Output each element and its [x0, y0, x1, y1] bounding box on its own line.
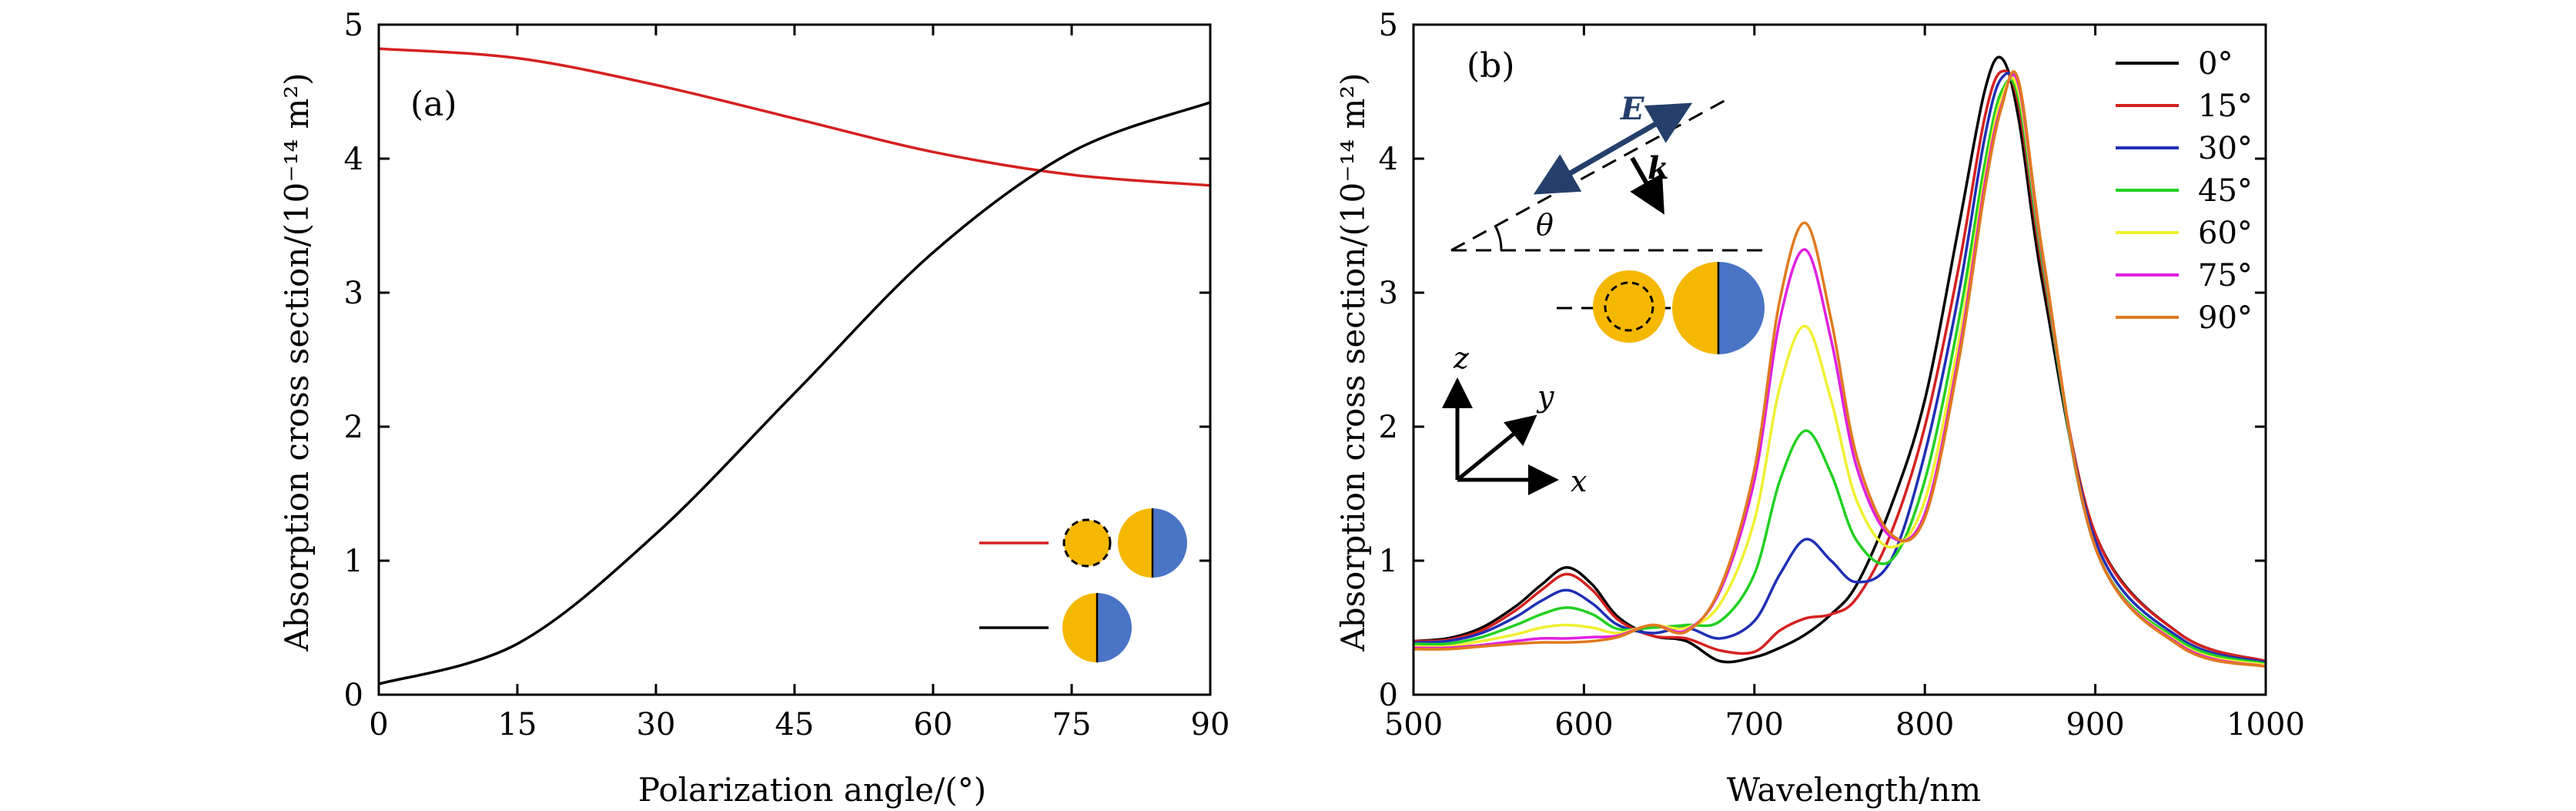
y-tick-label: 4: [344, 142, 363, 177]
panel-a-frame: [377, 23, 1212, 696]
panel-a-y-axis-label: Absorption cross section/(10⁻¹⁴ m²): [278, 72, 316, 652]
x-tick-label: 75: [1052, 707, 1092, 742]
panel-b-series: [1413, 55, 2267, 669]
x-tick-label: 90: [1191, 707, 1230, 742]
panel-b-inset: θ E k z y x: [1442, 91, 1765, 498]
e-field-arrow-icon: [1615, 102, 1693, 149]
series-line-a-0: [378, 47, 1211, 187]
x-tick-label: 500: [1384, 707, 1443, 742]
panel-a-label: (a): [410, 85, 457, 124]
y-tick-label: 0: [1379, 678, 1398, 713]
x-tick-label: 700: [1725, 707, 1784, 742]
x-tick-label: 0: [369, 707, 388, 742]
theta-label: θ: [1536, 208, 1554, 242]
panel-b-frame: [1412, 23, 2267, 696]
y-axis-arrow-icon: [1456, 414, 1537, 481]
k-vector-arrow-icon: [1630, 156, 1664, 215]
y-tick-label: 5: [1379, 8, 1398, 43]
janus-blue-half-icon: [1153, 508, 1187, 578]
y-tick-label: 3: [344, 276, 363, 311]
y-tick-label: 3: [1379, 276, 1398, 311]
legend-label: 45°: [2198, 173, 2253, 209]
small-particle-icon: [1593, 270, 1665, 343]
y-tick-label: 0: [344, 678, 363, 713]
y-tick-label: 5: [344, 8, 363, 43]
panel-b-legend: 0° 15° 30° 45° 60° 75° 90°: [2116, 46, 2253, 336]
panel-b-y-axis-label: Absorption cross section/(10⁻¹⁴ m²): [1334, 72, 1372, 652]
panel-a-series: [378, 47, 1211, 685]
y-tick-label: 2: [344, 410, 363, 445]
legend-label: 30°: [2198, 131, 2253, 166]
y-tick-label: 1: [1379, 544, 1398, 579]
x-tick-label: 1000: [2226, 707, 2305, 742]
z-axis-label: z: [1453, 341, 1470, 375]
panel-b-x-axis-label: Wavelength/nm: [1727, 771, 1981, 809]
janus-gold-half-icon: [1672, 262, 1718, 354]
legend-label: 90°: [2198, 300, 2253, 336]
series-line-a-1: [378, 101, 1211, 685]
small-particle-icon: [1062, 518, 1112, 568]
legend-label: 60°: [2198, 216, 2253, 251]
y-tick-label: 2: [1379, 410, 1398, 445]
panel-a-legend: [979, 508, 1187, 662]
legend-label: 75°: [2198, 258, 2253, 293]
janus-blue-half-icon: [1097, 593, 1132, 662]
y-tick-label: 1: [344, 544, 363, 579]
panel-a: (a) Polarization angle/(°) Absorption cr…: [278, 8, 1229, 809]
polarization-dashed-line: [1450, 97, 1729, 252]
legend-label: 0°: [2198, 46, 2233, 82]
janus-gold-half-icon: [1062, 593, 1097, 662]
x-tick-label: 45: [775, 707, 815, 742]
x-tick-label: 600: [1554, 707, 1613, 742]
x-axis-label: x: [1571, 464, 1587, 498]
x-tick-label: 60: [914, 707, 953, 742]
panel-a-x-axis-label: Polarization angle/(°): [638, 771, 986, 809]
series-line-b-6: [1413, 70, 2267, 669]
angle-arc-icon: [1494, 225, 1503, 251]
e-field-label: E: [1620, 91, 1644, 127]
panel-b-ticks: 500 600 700 800 900 1000 0 1 2 3 4 5: [1379, 8, 2305, 742]
panel-b: (b) Wavelength/nm Absorption cross secti…: [1334, 8, 2305, 809]
janus-blue-half-icon: [1718, 262, 1765, 354]
series-line-b-0: [1413, 55, 2267, 664]
x-tick-label: 30: [637, 707, 676, 742]
y-tick-label: 4: [1379, 142, 1398, 177]
janus-gold-half-icon: [1118, 508, 1153, 578]
x-tick-label: 15: [498, 707, 537, 742]
legend-label: 15°: [2198, 89, 2253, 124]
y-axis-label: y: [1536, 380, 1554, 414]
x-tick-label: 800: [1895, 707, 1954, 742]
e-field-arrow-icon: [1533, 143, 1618, 195]
x-tick-label: 900: [2066, 707, 2124, 742]
panel-b-label: (b): [1467, 46, 1515, 85]
k-vector-label: k: [1648, 150, 1669, 186]
